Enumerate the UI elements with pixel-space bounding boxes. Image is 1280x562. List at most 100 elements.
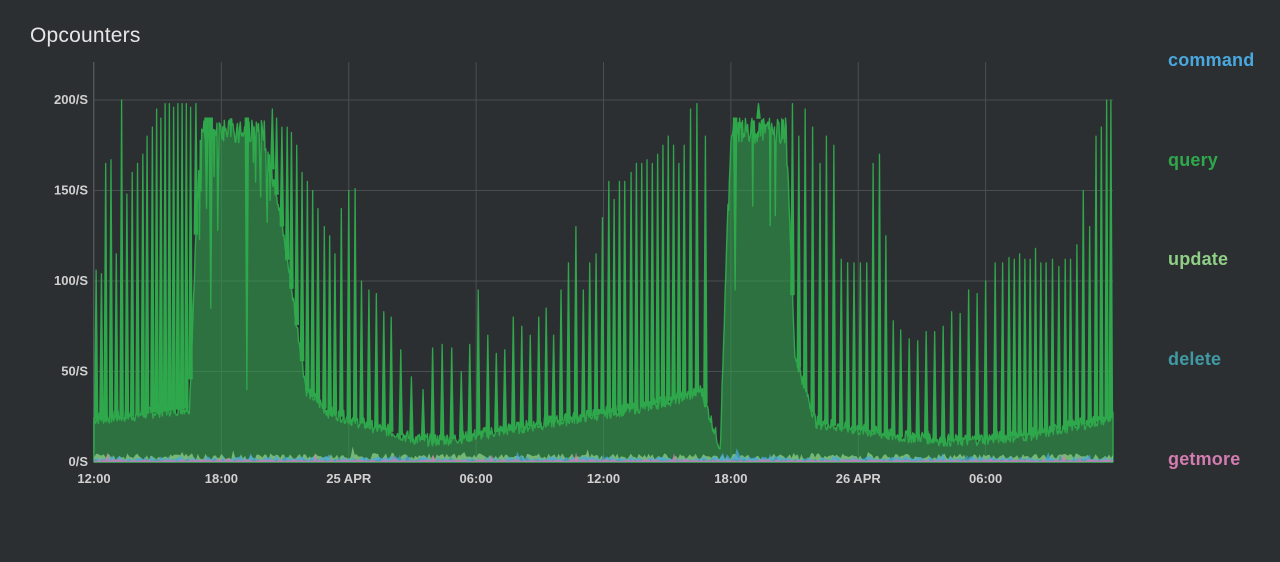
- query-spike: [1108, 99, 1114, 418]
- query-spike: [374, 293, 379, 429]
- query-spike: [932, 331, 937, 440]
- query-spike: [352, 188, 358, 422]
- y-tick-label: 200/S: [54, 92, 88, 107]
- query-spike: [681, 144, 687, 397]
- query-spike: [366, 289, 372, 427]
- query-spike: [179, 102, 185, 410]
- series-delete-area: [94, 453, 1113, 462]
- query-spike: [124, 193, 130, 417]
- query-spike: [439, 343, 445, 441]
- query-spike: [551, 334, 556, 423]
- query-spike: [310, 189, 315, 397]
- query-spike: [617, 180, 622, 412]
- x-tick-label: 06:00: [460, 471, 493, 486]
- query-spike: [983, 280, 988, 440]
- query-spike: [611, 198, 617, 412]
- y-tick-label: 0/S: [68, 454, 88, 469]
- query-spike: [305, 180, 310, 392]
- query-spike: [519, 325, 525, 428]
- query-spike: [622, 180, 627, 411]
- query-spike: [1087, 226, 1092, 424]
- query-spike: [475, 289, 481, 436]
- query-spike: [593, 253, 599, 416]
- query-spike: [1104, 99, 1109, 420]
- query-spike: [1017, 253, 1022, 437]
- series-getmore-area: [94, 452, 1113, 462]
- query-spike: [150, 126, 155, 413]
- query-spike: [573, 226, 579, 419]
- query-spike: [1056, 265, 1062, 430]
- query-spike: [381, 311, 387, 430]
- query-spike: [732, 117, 738, 291]
- query-spike: [870, 162, 876, 433]
- query-spike: [628, 171, 634, 410]
- query-spike: [315, 207, 321, 403]
- query-spike: [660, 144, 666, 403]
- query-spike: [459, 370, 464, 439]
- query-spike: [494, 352, 499, 433]
- query-spike: [790, 102, 795, 296]
- query-spike: [1081, 189, 1086, 425]
- query-spike: [485, 334, 491, 434]
- query-spike: [543, 307, 549, 424]
- query-spike: [398, 349, 404, 436]
- query-spike: [103, 162, 108, 419]
- query-spike: [845, 262, 850, 429]
- query-spike: [851, 262, 857, 430]
- query-spike: [915, 340, 920, 438]
- query-spike: [208, 117, 214, 309]
- query-spike: [587, 262, 592, 417]
- query-spike: [688, 108, 693, 395]
- query-spike: [284, 126, 290, 260]
- query-spike: [430, 347, 435, 441]
- query-spike: [449, 347, 454, 440]
- query-spike: [388, 316, 394, 432]
- query-spike: [558, 289, 564, 422]
- query-spike: [581, 289, 586, 418]
- query-spike: [167, 102, 172, 411]
- query-spike: [144, 135, 150, 414]
- query-spike: [940, 325, 946, 441]
- query-spike: [810, 126, 815, 413]
- query-spike: [858, 262, 863, 431]
- query-spike: [119, 99, 124, 417]
- y-tick-label: 50/S: [61, 364, 88, 379]
- query-spike: [1012, 258, 1017, 437]
- legend-item-query[interactable]: query: [1168, 150, 1219, 170]
- query-spike: [184, 102, 189, 409]
- query-spike: [188, 106, 193, 380]
- plot-area: [93, 99, 1114, 463]
- query-spike: [676, 162, 682, 399]
- x-tick-label: 12:00: [587, 471, 620, 486]
- query-spike: [831, 144, 837, 426]
- legend-item-delete[interactable]: delete: [1168, 349, 1222, 369]
- query-spike: [108, 159, 114, 418]
- query-spike: [274, 117, 279, 195]
- query-spike: [158, 117, 164, 412]
- query-spike: [1093, 135, 1099, 422]
- legend-item-getmore[interactable]: getmore: [1168, 449, 1241, 469]
- x-tick-label: 25 APR: [326, 471, 372, 486]
- query-spike: [644, 159, 650, 407]
- query-spike: [1027, 258, 1033, 436]
- legend-item-command[interactable]: command: [1168, 50, 1255, 70]
- query-spike: [1006, 256, 1012, 438]
- query-spike: [1099, 126, 1104, 421]
- query-spike: [839, 258, 844, 428]
- query-spike: [606, 180, 612, 413]
- query-spike: [502, 349, 508, 431]
- query-spike: [1050, 258, 1055, 432]
- query-spike: [154, 108, 159, 413]
- query-spike: [511, 316, 516, 430]
- query-spike: [817, 162, 823, 424]
- query-spike: [796, 135, 802, 368]
- query-spike: [346, 189, 352, 420]
- x-tick-label: 18:00: [714, 471, 747, 486]
- legend-item-update[interactable]: update: [1168, 249, 1229, 269]
- query-spike: [279, 126, 285, 227]
- query-spike: [824, 135, 829, 425]
- query-spike: [299, 171, 305, 362]
- query-spike: [420, 388, 426, 441]
- query-spike: [655, 153, 660, 404]
